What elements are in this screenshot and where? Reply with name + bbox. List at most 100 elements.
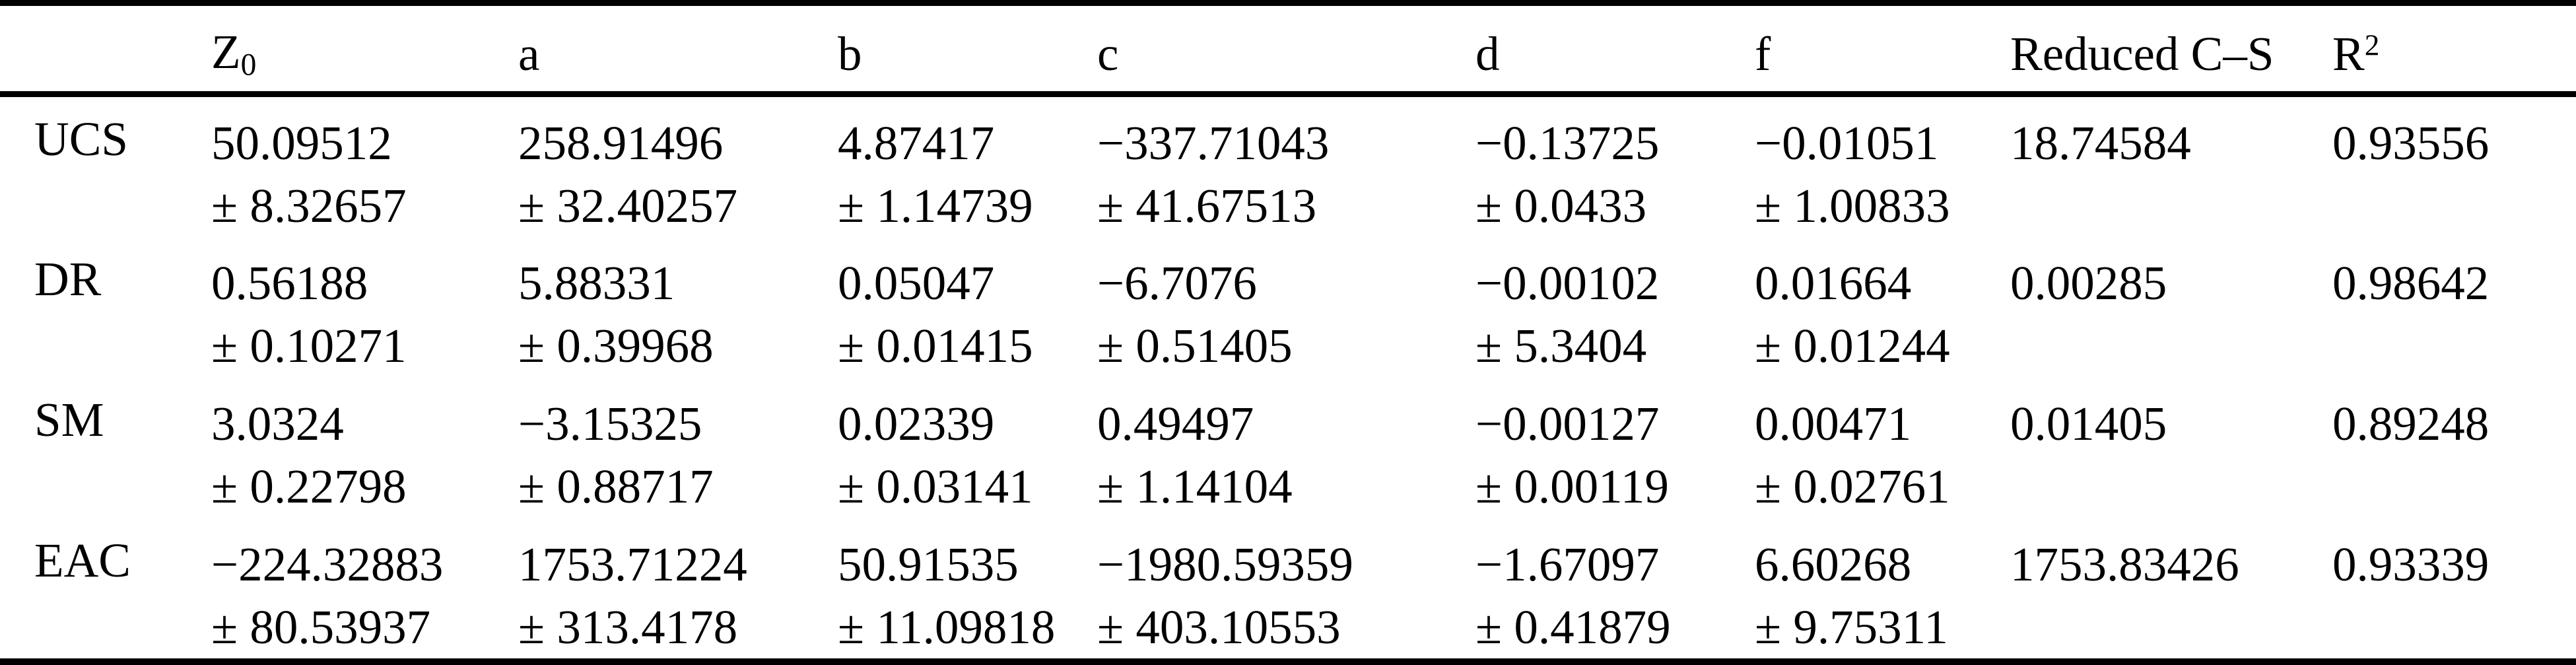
cell-value: −3.15325 (518, 397, 702, 450)
cell-error: ± 11.09818 (838, 600, 1056, 654)
r2-base: R (2332, 26, 2365, 81)
cell-error: ± 0.10271 (211, 319, 407, 372)
cell-dr-z0: 0.56188 ± 0.10271 (211, 237, 518, 378)
column-header-f: f (1755, 3, 2010, 97)
cell-sm-a: −3.15325 ± 0.88717 (518, 378, 838, 518)
z0-base: Z (211, 25, 241, 79)
cell-ucs-b: 4.87417 ± 1.14739 (838, 94, 1097, 238)
cell-value: −0.01051 (1755, 116, 1939, 170)
column-header-b: b (838, 3, 1097, 97)
cell-error: ± 0.41879 (1475, 600, 1671, 654)
cell-error: ± 41.67513 (1097, 179, 1317, 232)
row-header-dr: DR (34, 252, 102, 306)
cell-error: ± 8.32657 (211, 179, 407, 232)
cell-ucs-a: 258.91496 ± 32.40257 (518, 94, 838, 238)
cell-ucs-d: −0.13725 ± 0.0433 (1475, 94, 1755, 238)
cell-value: 6.60268 (1755, 538, 1912, 591)
cell-value: −6.7076 (1097, 256, 1257, 310)
column-header-r2: R2 (2332, 3, 2576, 97)
cell-value: −0.13725 (1475, 116, 1660, 170)
cell-value: 0.01664 (1755, 256, 1912, 310)
cell-eac-d: −1.67097 ± 0.41879 (1475, 518, 1755, 662)
cell-value: 1753.71224 (518, 538, 747, 591)
cell-eac-f: 6.60268 ± 9.75311 (1755, 518, 2010, 662)
cell-value: 0.89248 (2332, 397, 2490, 450)
cell-sm-r2: 0.89248 (2332, 378, 2576, 518)
cell-value: 0.93339 (2332, 538, 2490, 591)
cell-value: 1753.83426 (2010, 538, 2239, 591)
cell-value: 50.91535 (838, 538, 1019, 591)
cell-dr-r2: 0.98642 (2332, 237, 2576, 378)
z0-subscript: 0 (240, 48, 257, 83)
cell-value: 0.02339 (838, 397, 995, 450)
cell-value: 0.00285 (2010, 256, 2167, 310)
cell-eac-z0: −224.32883 ± 80.53937 (211, 518, 518, 662)
cell-error: ± 32.40257 (518, 179, 738, 232)
cell-value: 0.00471 (1755, 397, 1912, 450)
cell-dr-reduced-cs: 0.00285 (2010, 237, 2332, 378)
cell-error: ± 313.4178 (518, 600, 738, 654)
table-row-dr: DR 0.56188 ± 0.10271 5.88331 ± 0.39968 0… (0, 237, 2576, 378)
cell-error: ± 0.02761 (1755, 460, 1950, 513)
cell-error: ± 9.75311 (1755, 600, 1948, 654)
cell-error: ± 0.03141 (838, 460, 1033, 513)
cell-error: ± 0.39968 (518, 319, 714, 372)
cell-error: ± 0.22798 (211, 460, 407, 513)
cell-value: −224.32883 (211, 538, 444, 591)
cell-value: 0.93556 (2332, 116, 2490, 170)
table-row-ucs: UCS 50.09512 ± 8.32657 258.91496 ± 32.40… (0, 94, 2576, 238)
cell-value: −1.67097 (1475, 538, 1660, 591)
cell-error: ± 0.51405 (1097, 319, 1293, 372)
cell-dr-d: −0.00102 ± 5.3404 (1475, 237, 1755, 378)
column-header-c: c (1097, 3, 1475, 97)
cell-error: ± 0.00119 (1475, 460, 1669, 513)
cell-sm-f: 0.00471 ± 0.02761 (1755, 378, 2010, 518)
cell-value: 0.98642 (2332, 256, 2490, 310)
row-header-sm: SM (34, 393, 104, 446)
cell-sm-d: −0.00127 ± 0.00119 (1475, 378, 1755, 518)
cell-value: 0.56188 (211, 256, 368, 310)
cell-value: −0.00127 (1475, 397, 1660, 450)
cell-eac-a: 1753.71224 ± 313.4178 (518, 518, 838, 662)
cell-value: 50.09512 (211, 116, 392, 170)
cell-error: ± 0.01415 (838, 319, 1033, 372)
cell-sm-z0: 3.0324 ± 0.22798 (211, 378, 518, 518)
cell-error: ± 1.14104 (1097, 460, 1293, 513)
cell-error: ± 0.01244 (1755, 319, 1950, 372)
cell-error: ± 1.00833 (1755, 179, 1950, 232)
cell-sm-b: 0.02339 ± 0.03141 (838, 378, 1097, 518)
cell-value: −0.00102 (1475, 256, 1660, 310)
cell-ucs-c: −337.71043 ± 41.67513 (1097, 94, 1475, 238)
cell-ucs-f: −0.01051 ± 1.00833 (1755, 94, 2010, 238)
column-header-z0: Z0 (211, 3, 518, 97)
column-header-d: d (1475, 3, 1755, 97)
cell-eac-r2: 0.93339 (2332, 518, 2576, 662)
column-header-a: a (518, 3, 838, 97)
cell-error: ± 403.10553 (1097, 600, 1341, 654)
column-header-reduced-cs: Reduced C–S (2010, 3, 2332, 97)
cell-value: 0.05047 (838, 256, 995, 310)
cell-error: ± 80.53937 (211, 600, 431, 654)
cell-ucs-r2: 0.93556 (2332, 94, 2576, 238)
cell-error: ± 0.0433 (1475, 179, 1647, 232)
r2-superscript: 2 (2364, 28, 2380, 61)
cell-value: 0.01405 (2010, 397, 2167, 450)
cell-eac-c: −1980.59359 ± 403.10553 (1097, 518, 1475, 662)
cell-eac-b: 50.91535 ± 11.09818 (838, 518, 1097, 662)
cell-value: 0.49497 (1097, 397, 1254, 450)
row-header-ucs: UCS (34, 112, 129, 166)
cell-dr-a: 5.88331 ± 0.39968 (518, 237, 838, 378)
cell-error: ± 1.14739 (838, 179, 1033, 232)
cell-ucs-reduced-cs: 18.74584 (2010, 94, 2332, 238)
table-row-eac: EAC −224.32883 ± 80.53937 1753.71224 ± 3… (0, 518, 2576, 662)
cell-value: 3.0324 (211, 397, 344, 450)
cell-value: −1980.59359 (1097, 538, 1353, 591)
cell-ucs-z0: 50.09512 ± 8.32657 (211, 94, 518, 238)
cell-value: 258.91496 (518, 116, 724, 170)
cell-value: 5.88331 (518, 256, 675, 310)
header-row: Z0 a b c d f Reduced C–S R2 (0, 3, 2576, 97)
cell-dr-f: 0.01664 ± 0.01244 (1755, 237, 2010, 378)
cell-error: ± 0.88717 (518, 460, 714, 513)
cell-sm-reduced-cs: 0.01405 (2010, 378, 2332, 518)
